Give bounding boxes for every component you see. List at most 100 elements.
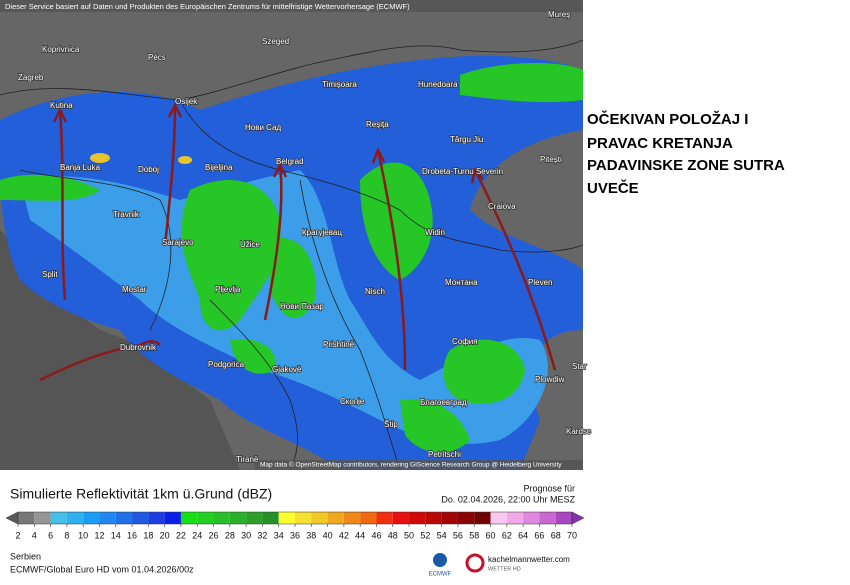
colorbar-segment [539, 512, 556, 524]
place-label: София [452, 337, 478, 346]
colorbar-segment [555, 512, 572, 524]
site-icon [465, 553, 485, 573]
colorbar-arrow [5, 511, 19, 525]
colorbar-segment [278, 512, 295, 524]
site-logo: kachelmannwetter.com [488, 555, 570, 564]
movement-arrows [39, 102, 557, 382]
colorbar-segment [213, 512, 230, 524]
colorbar-tick-label: 42 [339, 530, 349, 540]
place-label: Bijeljina [205, 163, 233, 172]
colorbar-segment [50, 512, 67, 524]
colorbar-tick-label: 30 [241, 530, 251, 540]
place-label: Widin [425, 228, 445, 237]
place-label: Монтана [445, 278, 478, 287]
colorbar-tick-label: 12 [94, 530, 104, 540]
colorbar-tick-label: 44 [355, 530, 365, 540]
colorbar-tick-label: 2 [15, 530, 20, 540]
colorbar-tick-label: 68 [551, 530, 561, 540]
place-labels: Mureș Szeged Pécs Koprivnica Zagreb Kutina Osi… [17, 9, 591, 465]
credit-bar [255, 460, 583, 470]
colorbar-tick-label: 66 [534, 530, 544, 540]
colorbar-tick-label: 50 [404, 530, 414, 540]
colorbar-tick-label: 64 [518, 530, 528, 540]
place-label: Štip [384, 420, 398, 429]
place-label: Craiova [488, 202, 516, 211]
colorbar-tick-label: 4 [32, 530, 37, 540]
place-label: Osijek [175, 97, 198, 106]
colorbar-arrow [571, 511, 585, 525]
colorbar-segment [425, 512, 442, 524]
rain-intense [90, 153, 110, 163]
place-label: Mostar [122, 285, 147, 294]
rain-heavy [360, 162, 433, 280]
colorbar-tick-label: 52 [420, 530, 430, 540]
ecmwf-logo: ECMWF [429, 572, 452, 578]
forecast-label: Prognose für [523, 483, 575, 493]
colorbar-tick-label: 6 [48, 530, 53, 540]
colorbar-segment [99, 512, 116, 524]
rain-heavy [230, 339, 276, 374]
annotation-line: PADAVINSKE ZONE SUTRA [587, 157, 785, 174]
colorbar-segment [246, 512, 263, 524]
place-label: Kardsc [566, 427, 591, 436]
attribution: Dieser Service basiert auf Daten und Pro… [5, 2, 410, 11]
place-label: Split [42, 270, 58, 279]
colorbar-tick-label: 34 [274, 530, 284, 540]
colorbar-tick-label: 60 [486, 530, 496, 540]
colorbar-segment [311, 512, 328, 524]
colorbar-segment [148, 512, 165, 524]
place-label: Крагуjевац [302, 228, 342, 237]
place-label: Banja Luka [60, 163, 101, 172]
colorbar-tick-label: 56 [453, 530, 463, 540]
colorbar-tick-label: 14 [111, 530, 121, 540]
colorbar-segment [262, 512, 279, 524]
place-label: Zagreb [18, 73, 44, 82]
colorbar-segment [457, 512, 475, 524]
colorbar-segment [327, 512, 344, 524]
place-label: Нови Пазар [280, 302, 324, 311]
colorbar-segment [180, 512, 198, 524]
place-label: Star [572, 362, 587, 371]
place-label: Kutina [50, 101, 73, 110]
place-label: Belgrad [276, 157, 304, 166]
place-label: Dubrovnik [120, 343, 157, 352]
colorbar-segment [506, 512, 524, 524]
place-label: Sarajevo [162, 238, 194, 247]
place-label: Nisch [365, 287, 385, 296]
place-label: Doboj [138, 165, 159, 174]
colorbar-segment [343, 512, 361, 524]
colorbar-tick-label: 32 [257, 530, 267, 540]
colorbar-tick-label: 36 [290, 530, 300, 540]
colorbar-segment [132, 512, 149, 524]
model-run: ECMWF/Global Euro HD vom 01.04.2026/00z [10, 564, 194, 574]
colorbar-tick-label: 38 [306, 530, 316, 540]
colorbar-tick-label: 16 [127, 530, 137, 540]
colorbar-tick-label: 20 [160, 530, 170, 540]
colorbar-segment [34, 512, 51, 524]
ecmwf-icon [433, 553, 447, 567]
colorbar-segment [490, 512, 507, 524]
colorbar-segment [474, 512, 491, 524]
annotation-line: PRAVAC KRETANJA [587, 135, 733, 152]
place-label: Mureș [548, 10, 570, 19]
colorbar-tick-label: 62 [502, 530, 512, 540]
colorbar-tick-label: 54 [437, 530, 447, 540]
colorbar-segment [409, 512, 426, 524]
colorbar-segment [392, 512, 410, 524]
rain-heavy [443, 339, 525, 404]
colorbar-segment [197, 512, 214, 524]
place-label: Pleven [528, 278, 552, 287]
rain-heavy [270, 238, 316, 319]
colorbar-tick-label: 18 [143, 530, 153, 540]
rain-heavy [181, 180, 281, 331]
rain-heavy [460, 63, 583, 103]
place-label: Travnik [113, 210, 140, 219]
region: Serbien [10, 551, 41, 561]
place-label: Prishtinë [323, 340, 355, 349]
annotation-line: OČEKIVAN POLOŽAJ I [587, 110, 748, 128]
annotation-line: UVEČE [587, 179, 639, 197]
colorbar-tick-label: 48 [388, 530, 398, 540]
colorbar-tick-label: 8 [64, 530, 69, 540]
